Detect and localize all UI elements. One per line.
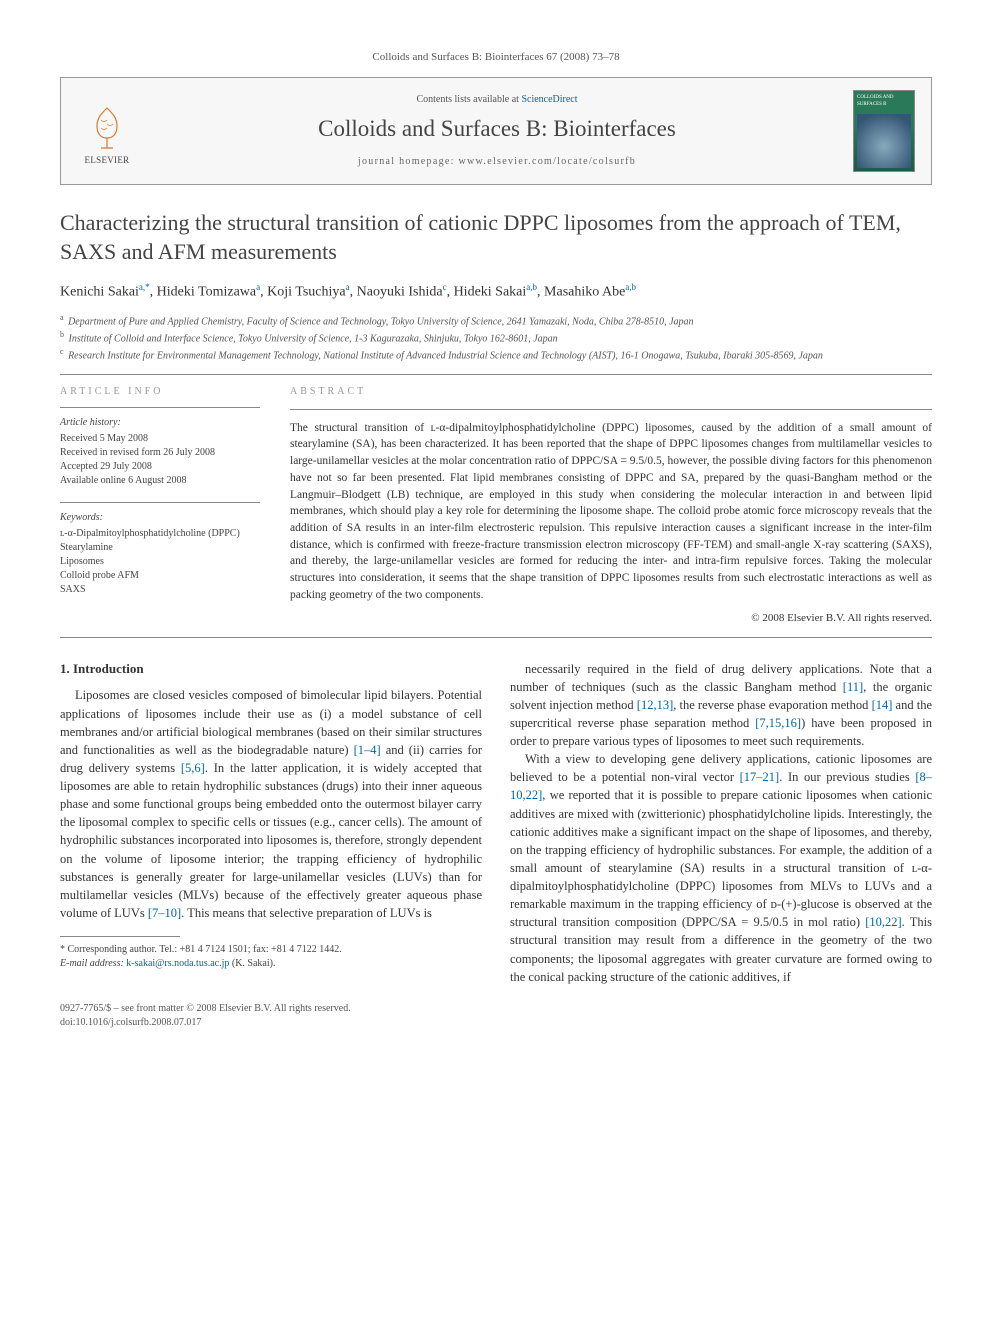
body-para: necessarily required in the field of dru… (510, 660, 932, 751)
elsevier-logo: ELSEVIER (77, 96, 137, 166)
cover-image-icon (857, 114, 911, 168)
citation-link[interactable]: [17–21] (740, 770, 780, 784)
page: Colloids and Surfaces B: Biointerfaces 6… (0, 0, 992, 1080)
footer-line: 0927-7765/$ – see front matter © 2008 El… (60, 1002, 932, 1030)
body-para: Liposomes are closed vesicles composed o… (60, 686, 482, 922)
meta-abstract-row: ARTICLE INFO Article history: Received 5… (60, 385, 932, 627)
corresponding-author-note: * Corresponding author. Tel.: +81 4 7124… (60, 943, 482, 957)
email-link[interactable]: k-sakai@rs.noda.tus.ac.jp (126, 958, 229, 969)
contents-available-line: Contents lists available at ScienceDirec… (155, 93, 839, 107)
footnote-block: * Corresponding author. Tel.: +81 4 7124… (60, 936, 482, 971)
affiliation: c Research Institute for Environmental M… (60, 346, 932, 363)
section-heading: 1. Introduction (60, 660, 482, 679)
elsevier-logo-text: ELSEVIER (85, 154, 130, 167)
abstract-copyright: © 2008 Elsevier B.V. All rights reserved… (290, 611, 932, 626)
elsevier-tree-icon (83, 104, 131, 152)
affiliation: b Institute of Colloid and Interface Sci… (60, 329, 932, 346)
keywords-block: Keywords: ʟ-α-Dipalmitoylphosphatidylcho… (60, 511, 260, 597)
divider (60, 407, 260, 408)
history-line: Received 5 May 2008 (60, 432, 260, 446)
citation-link[interactable]: [12,13] (637, 698, 673, 712)
cover-title: COLLOIDS AND SURFACES B (854, 91, 914, 111)
journal-homepage: journal homepage: www.elsevier.com/locat… (155, 155, 839, 169)
keyword: SAXS (60, 583, 260, 597)
footnote-separator (60, 936, 180, 937)
citation-link[interactable]: [7–10] (148, 906, 181, 920)
citation-link[interactable]: [10,22] (865, 915, 901, 929)
citation-link[interactable]: [14] (872, 698, 893, 712)
abstract: ABSTRACT The structural transition of ʟ-… (290, 385, 932, 627)
citation-link[interactable]: [11] (843, 680, 863, 694)
keyword: Stearylamine (60, 541, 260, 555)
email-label: E-mail address: (60, 958, 126, 969)
journal-header-box: ELSEVIER Contents lists available at Sci… (60, 77, 932, 185)
article-title: Characterizing the structural transition… (60, 209, 932, 266)
journal-header-center: Contents lists available at ScienceDirec… (155, 93, 839, 169)
email-line: E-mail address: k-sakai@rs.noda.tus.ac.j… (60, 957, 482, 971)
history-line: Available online 6 August 2008 (60, 474, 260, 488)
divider (60, 374, 932, 375)
body-columns: 1. Introduction Liposomes are closed ves… (60, 660, 932, 986)
citation-link[interactable]: [8–10,22] (510, 770, 932, 802)
footer-left: 0927-7765/$ – see front matter © 2008 El… (60, 1002, 351, 1030)
abstract-text: The structural transition of ʟ-α-dipalmi… (290, 420, 932, 603)
article-info: ARTICLE INFO Article history: Received 5… (60, 385, 260, 627)
history-line: Received in revised form 26 July 2008 (60, 446, 260, 460)
journal-name: Colloids and Surfaces B: Biointerfaces (155, 113, 839, 145)
keyword: Liposomes (60, 555, 260, 569)
homepage-url: www.elsevier.com/locate/colsurfb (459, 156, 637, 167)
citation-link[interactable]: [7,15,16] (755, 716, 801, 730)
front-matter-line: 0927-7765/$ – see front matter © 2008 El… (60, 1002, 351, 1016)
divider (60, 637, 932, 638)
keywords-title: Keywords: (60, 511, 260, 525)
journal-cover-thumbnail: COLLOIDS AND SURFACES B (853, 90, 915, 172)
contents-prefix: Contents lists available at (416, 94, 521, 105)
doi-line: doi:10.1016/j.colsurfb.2008.07.017 (60, 1016, 351, 1030)
history-line: Accepted 29 July 2008 (60, 460, 260, 474)
divider (290, 409, 932, 410)
affiliation: a Department of Pure and Applied Chemist… (60, 312, 932, 329)
sciencedirect-link[interactable]: ScienceDirect (521, 94, 577, 105)
divider (60, 502, 260, 503)
keyword: Colloid probe AFM (60, 569, 260, 583)
article-history: Article history: Received 5 May 2008Rece… (60, 416, 260, 488)
running-head: Colloids and Surfaces B: Biointerfaces 6… (60, 50, 932, 65)
homepage-label: journal homepage: (358, 156, 459, 167)
affiliations: a Department of Pure and Applied Chemist… (60, 312, 932, 364)
citation-link[interactable]: [1–4] (354, 743, 381, 757)
authors-line: Kenichi Sakaia,*, Hideki Tomizawaa, Koji… (60, 281, 932, 302)
article-info-heading: ARTICLE INFO (60, 385, 260, 399)
email-suffix: (K. Sakai). (229, 958, 275, 969)
abstract-heading: ABSTRACT (290, 385, 932, 399)
citation-link[interactable]: [5,6] (181, 761, 205, 775)
body-para: With a view to developing gene delivery … (510, 750, 932, 986)
keyword: ʟ-α-Dipalmitoylphosphatidylcholine (DPPC… (60, 527, 260, 541)
history-title: Article history: (60, 416, 260, 430)
